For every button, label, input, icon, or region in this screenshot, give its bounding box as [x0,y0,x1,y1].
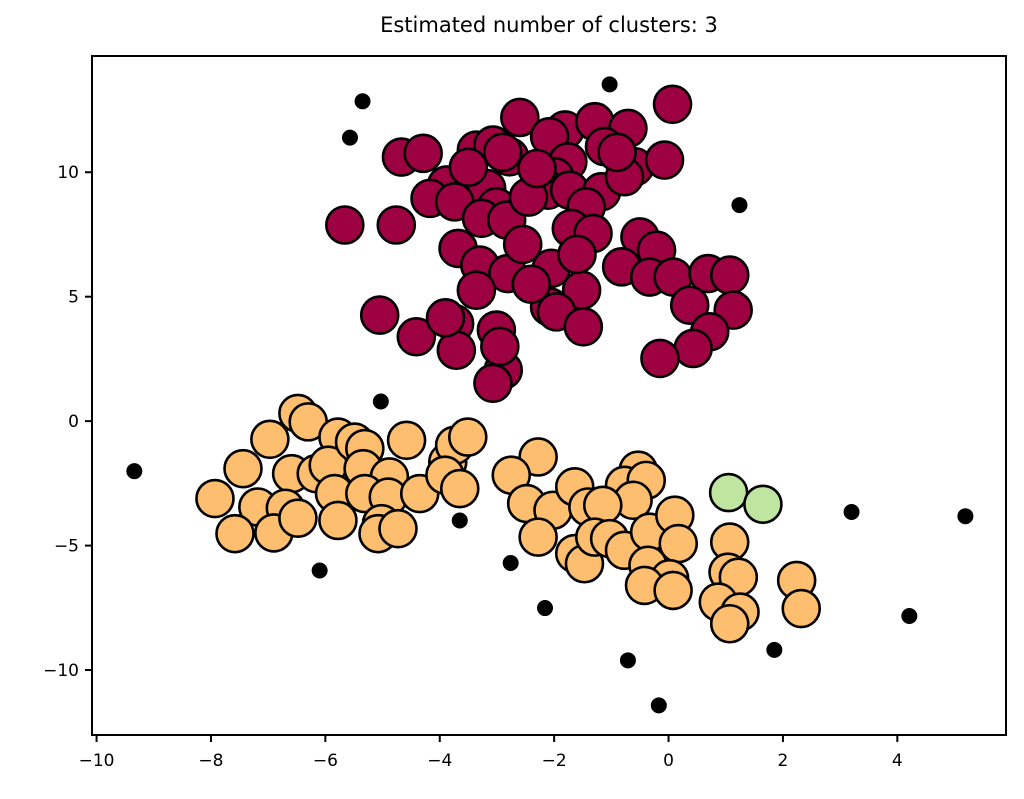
noise-point [731,197,748,214]
y-tick-label: −10 [43,661,79,681]
cluster-1-point [376,205,417,245]
noise-point [372,393,389,410]
cluster-1-point [396,316,437,357]
cluster-2-point [250,419,290,460]
cluster-1-point [652,84,693,125]
cluster-1-point [480,326,520,367]
plot-border [91,55,1007,736]
noise-point [843,503,860,520]
noise-point [451,512,468,529]
noise-point [311,562,328,579]
cluster-2-point [709,603,750,644]
noise-point [502,555,519,572]
cluster-1-point [644,140,685,180]
cluster-1-point [359,295,400,335]
cluster-1-point [673,328,713,369]
cluster-1-point [557,234,597,275]
cluster-2-point [195,478,235,519]
cluster-1-point [456,270,497,311]
cluster-1-point [325,205,365,245]
cluster-2-point [223,448,263,489]
chart-title: Estimated number of clusters: 3 [380,13,718,37]
cluster-3-point [708,472,749,513]
y-tick-label: 10 [57,163,79,183]
cluster-2-point [318,500,358,541]
cluster-1-point [511,264,552,305]
cluster-3-point [743,484,783,525]
cluster-2-point [518,517,558,557]
noise-point [957,508,974,525]
x-tick-label: −2 [542,751,567,771]
noise-point [126,463,143,480]
cluster-1-point [563,307,604,347]
noise-point [766,641,783,658]
noise-point [341,129,358,146]
cluster-2-point [215,513,255,554]
cluster-2-point [386,420,427,461]
noise-point [901,608,918,625]
cluster-1-point [403,133,443,174]
x-tick-label: −10 [79,751,115,771]
x-tick-label: −8 [198,751,223,771]
x-tick-label: −4 [427,751,452,771]
y-tick-label: −5 [54,537,79,557]
x-tick-label: 2 [778,751,789,771]
cluster-1-point [482,132,523,173]
x-tick-label: 4 [892,751,903,771]
cluster-1-point [640,338,680,379]
cluster-1-point [597,132,637,173]
noise-point [619,652,636,669]
cluster-2-point [447,417,488,457]
cluster-2-point [781,588,822,629]
cluster-1-point [473,363,513,404]
cluster-1-point [502,224,543,265]
cluster-1-point [517,148,557,189]
cluster-2-point [653,570,693,611]
cluster-1-point [709,255,750,295]
cluster-1-point [669,285,710,325]
noise-point [601,76,618,93]
cluster-1-point [500,97,540,138]
cluster-2-point [378,508,418,549]
y-tick-label: 0 [68,412,79,432]
cluster-2-point [439,468,480,509]
x-tick-label: −6 [313,751,338,771]
cluster-1-point [425,298,466,338]
noise-point [536,600,553,617]
x-tick-label: 0 [663,751,674,771]
noise-point [650,697,667,714]
y-tick-label: 5 [68,288,79,308]
cluster-1-point [448,147,489,188]
cluster-2-point [278,498,318,539]
noise-point [354,93,371,110]
